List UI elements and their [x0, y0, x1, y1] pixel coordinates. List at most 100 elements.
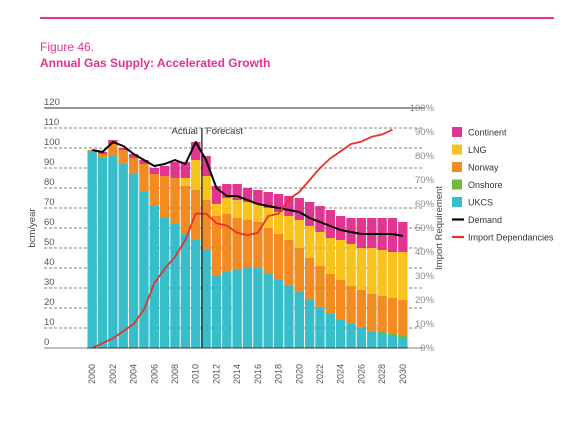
bar-onshore-2030 [398, 336, 408, 338]
bar-norway-2021 [304, 258, 315, 300]
bar-continent-2018 [273, 194, 284, 212]
bar-continent-2010 [191, 142, 201, 160]
bar-ukcs-2008 [170, 224, 180, 348]
legend-label-onshore: Onshore [468, 180, 503, 190]
x-tick-label: 2026 [356, 364, 366, 384]
y2-tick-label: 40% [415, 247, 435, 258]
bar-ukcs-2018 [273, 280, 284, 348]
bar-ukcs-2016 [253, 268, 263, 348]
bar-norway-2011 [201, 200, 211, 250]
bar-continent-2024 [336, 216, 346, 240]
bar-lng-2030 [398, 252, 408, 300]
x-tick-label: 2020 [294, 364, 304, 384]
y-tick-label: 80 [44, 177, 55, 188]
bars [87, 140, 408, 348]
x-tick-label: 2006 [149, 364, 159, 384]
bar-lng-2028 [377, 250, 387, 296]
x-tick-label: 2024 [336, 364, 346, 384]
bar-norway-2027 [367, 294, 377, 332]
bar-continent-2020 [294, 198, 304, 220]
chart-title: Annual Gas Supply: Accelerated Growth [40, 56, 271, 70]
y2-tick-label: 30% [415, 271, 435, 282]
line-demand [91, 141, 404, 237]
bar-norway-2014 [232, 218, 242, 270]
bar-lng-2023 [325, 238, 336, 274]
bar-continent-2009 [180, 162, 191, 178]
y-tick-label: 10 [44, 317, 55, 328]
bar-ukcs-2022 [315, 308, 325, 348]
bar-norway-2025 [346, 286, 356, 324]
bar-norway-2008 [170, 178, 180, 224]
bar-lng-2016 [253, 204, 263, 222]
bar-norway-2019 [284, 240, 294, 286]
legend-label-lng: LNG [468, 145, 487, 155]
bar-ukcs-2023 [325, 314, 336, 348]
y2-tick-label: 90% [415, 127, 435, 138]
y-tick-label: 30 [44, 277, 55, 288]
bar-continent-2005 [139, 160, 149, 164]
bar-lng-2022 [315, 232, 325, 266]
y-tick-label: 20 [44, 297, 55, 308]
y-axis-label: bcm/year [27, 208, 38, 247]
bar-norway-2002 [108, 144, 118, 156]
bar-continent-2017 [263, 192, 273, 208]
legend-label-norway: Norway [468, 163, 499, 173]
bar-continent-2008 [170, 162, 180, 178]
bar-ukcs-2003 [118, 164, 128, 348]
x-tick-label: 2018 [274, 364, 284, 384]
bar-continent-2021 [304, 202, 315, 226]
bar-ukcs-2011 [201, 250, 211, 348]
bar-ukcs-2026 [356, 328, 367, 348]
bar-continent-2003 [118, 148, 128, 150]
bar-ukcs-2015 [242, 268, 253, 348]
bar-onshore-2029 [387, 334, 398, 336]
bar-continent-2004 [128, 154, 139, 158]
y-tick-label: 40 [44, 257, 55, 268]
bar-ukcs-2010 [191, 240, 201, 348]
bar-ukcs-2024 [336, 320, 346, 348]
bar-ukcs-2013 [222, 272, 232, 348]
bar-continent-2022 [315, 206, 325, 232]
bar-lng-2021 [304, 226, 315, 258]
bar-norway-2015 [242, 220, 253, 268]
bar-norway-2022 [315, 266, 325, 308]
y-tick-label: 100 [44, 137, 60, 148]
legend: Continent LNG Norway Onshore UKCS Demand Impor… [452, 127, 554, 243]
bar-norway-2003 [118, 150, 128, 164]
bar-continent-2030 [398, 222, 408, 252]
bar-norway-2020 [294, 248, 304, 292]
legend-swatch-onshore [452, 179, 462, 190]
x-tick-label: 2016 [253, 364, 263, 384]
y2-tick-label: 80% [415, 151, 435, 162]
y2-axis-label: Import Requirement [434, 186, 445, 270]
y-tick-label: 110 [44, 117, 59, 128]
bar-norway-2029 [387, 298, 398, 334]
y2-tick-label: 60% [415, 199, 435, 210]
x-tick-label: 2004 [129, 364, 139, 384]
bar-lng-2020 [294, 220, 304, 248]
bar-ukcs-2000 [87, 152, 97, 348]
bar-norway-2016 [253, 222, 263, 268]
bar-lng-2027 [367, 248, 377, 294]
bar-norway-2004 [128, 158, 139, 174]
y-tick-label: 120 [44, 97, 60, 108]
bar-ukcs-2025 [346, 324, 356, 348]
y2-tick-label: 20% [415, 295, 435, 306]
bar-ukcs-2030 [398, 338, 408, 348]
bar-lng-2025 [346, 244, 356, 286]
x-tick-label: 2002 [108, 364, 118, 384]
y-tick-label: 50 [44, 237, 55, 248]
bar-lng-2026 [356, 248, 367, 290]
bar-onshore-2028 [377, 332, 387, 334]
bar-norway-2007 [159, 176, 170, 218]
x-tick-label: 2012 [211, 364, 221, 384]
bar-lng-2024 [336, 240, 346, 280]
bar-ukcs-2019 [284, 286, 294, 348]
bar-norway-2017 [263, 228, 273, 274]
bar-lng-2010 [191, 160, 201, 190]
bar-ukcs-2004 [128, 174, 139, 348]
bar-norway-2028 [377, 296, 387, 332]
header-rule [40, 17, 554, 19]
x-tick-label: 2010 [191, 364, 201, 384]
legend-label-demand: Demand [468, 215, 502, 225]
